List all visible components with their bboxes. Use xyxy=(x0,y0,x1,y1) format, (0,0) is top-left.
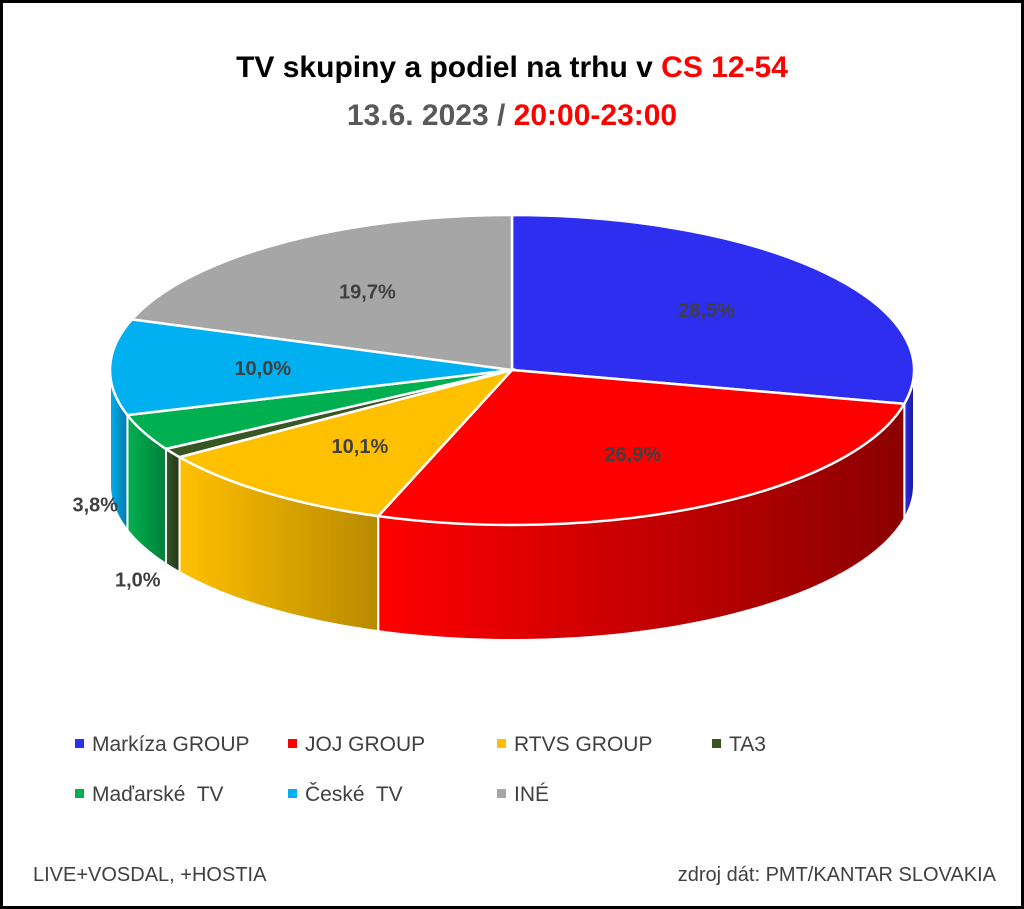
legend-item-4: Maďarské TV xyxy=(75,783,224,807)
title-text: TV skupiny a podiel na trhu v xyxy=(236,51,662,84)
chart-subtitle: 13.6. 2023 / 20:00-23:00 xyxy=(0,99,1024,133)
legend-item-3: TA3 xyxy=(712,733,766,757)
data-label-0: 28,5% xyxy=(678,300,735,322)
data-label-4: 3,8% xyxy=(73,495,119,517)
chart-title: TV skupiny a podiel na trhu v CS 12-54 xyxy=(0,51,1024,85)
pie-slice-1 xyxy=(375,368,907,527)
legend-swatch xyxy=(497,788,506,798)
legend-swatch xyxy=(712,738,721,748)
pie-slice-6 xyxy=(129,213,514,372)
legend-item-1: JOJ GROUP xyxy=(288,733,425,757)
data-label-5: 10,0% xyxy=(234,358,291,380)
legend-swatch xyxy=(75,788,84,798)
title-target-group: CS 12-54 xyxy=(661,51,788,84)
subtitle-date: 13.6. 2023 / xyxy=(346,99,514,132)
legend-label: České TV xyxy=(305,783,403,806)
pie-slices xyxy=(108,213,916,527)
legend-label: JOJ GROUP xyxy=(305,733,426,756)
legend-item-6: INÉ xyxy=(497,783,549,807)
data-label-6: 19,7% xyxy=(339,282,396,304)
legend-label: TA3 xyxy=(729,733,766,756)
pie-slice-0 xyxy=(510,213,916,406)
data-label-1: 26,9% xyxy=(604,444,661,466)
pie-slice-5 xyxy=(108,318,513,417)
legend-label: RTVS GROUP xyxy=(514,733,653,756)
legend-swatch xyxy=(497,738,506,748)
legend-label: Markíza GROUP xyxy=(92,733,250,756)
data-label-3: 1,0% xyxy=(115,569,161,591)
pie-side-3 xyxy=(164,447,181,574)
legend-label: Maďarské TV xyxy=(92,783,224,806)
footer-source: zdroj dát: PMT/KANTAR SLOVAKIA xyxy=(677,864,996,886)
footer-note: LIVE+VOSDAL, +HOSTIA xyxy=(33,864,267,886)
pie-slice-2 xyxy=(176,367,516,518)
legend-item-0: Markíza GROUP xyxy=(75,733,250,757)
legend-swatch xyxy=(75,738,84,748)
data-label-2: 10,1% xyxy=(332,436,389,458)
legend-label: INÉ xyxy=(514,783,550,806)
pie-data-labels: 28,5% 26,9% 10,1% 1,0% 3,8% 10,0% 19,7% xyxy=(73,282,736,592)
legend-swatch xyxy=(288,788,297,798)
legend-swatch xyxy=(288,738,297,748)
subtitle-time: 20:00-23:00 xyxy=(513,99,678,132)
legend-item-5: České TV xyxy=(288,783,403,807)
legend-item-2: RTVS GROUP xyxy=(497,733,652,757)
pie-side-walls xyxy=(109,369,915,642)
